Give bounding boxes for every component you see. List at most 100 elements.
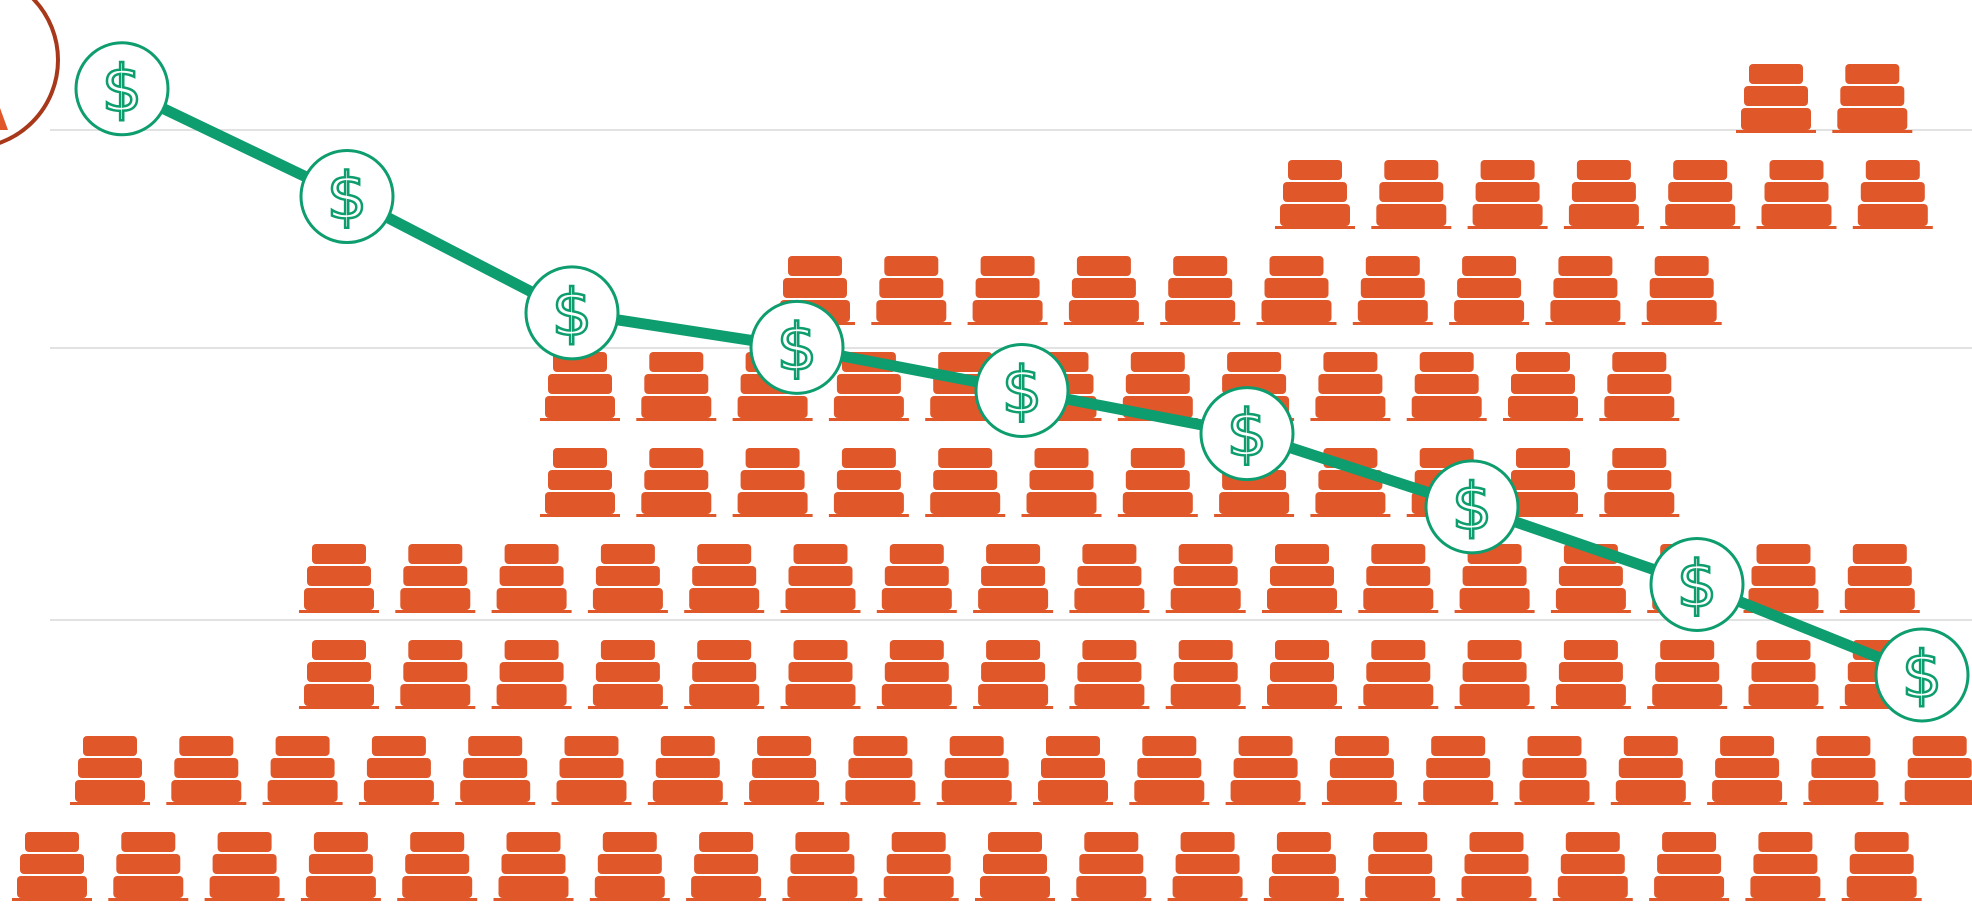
stacked-bar-icon [732, 448, 813, 517]
stacked-bar-icon [975, 832, 1055, 901]
stacked-icons [12, 64, 1972, 901]
stacked-bar-icon [1647, 640, 1728, 709]
dollar-coin-icon: $ [1424, 459, 1520, 555]
stacked-bar-icon [1071, 832, 1152, 901]
stacked-bar-icon [1839, 544, 1920, 613]
stacked-bar-icon [782, 832, 863, 901]
stacked-bar-icon [1545, 256, 1626, 325]
corner-badge-mark [0, 108, 8, 130]
dollar-coin-icon: $ [524, 265, 620, 361]
dollar-coin-icon: $ [299, 149, 395, 245]
dollar-coin-icon: $ [974, 342, 1070, 438]
stacked-bar-icon [1069, 640, 1150, 709]
stacked-bar-icon [70, 736, 150, 805]
stacked-bar-icon [1852, 160, 1933, 229]
stacked-bar-icon [1610, 736, 1691, 805]
stacked-bar-icon [262, 736, 343, 805]
stacked-bar-icon [1358, 640, 1439, 709]
svg-text:$: $ [777, 311, 818, 385]
stacked-bar-icon [299, 544, 379, 613]
svg-text:$: $ [1227, 398, 1268, 472]
stacked-bar-icon [1418, 736, 1499, 805]
stacked-bar-icon [780, 640, 861, 709]
stacked-bar-icon [204, 832, 285, 901]
stacked-bar-icon [1707, 736, 1788, 805]
stacked-bar-icon [358, 736, 439, 805]
svg-text:$: $ [327, 161, 368, 235]
stacked-bar-icon [540, 352, 620, 421]
stacked-bar-icon [1456, 832, 1537, 901]
stacked-bar-icon [395, 640, 476, 709]
stacked-bar-icon [299, 640, 379, 709]
stacked-bar-icon [1021, 448, 1102, 517]
svg-text:$: $ [1902, 639, 1943, 713]
stacked-bar-icon [455, 736, 536, 805]
stacked-bar-icon [878, 832, 959, 901]
stacked-bar-icon [1736, 64, 1816, 133]
stacked-bar-icon [925, 448, 1006, 517]
stacked-bar-icon [1514, 736, 1595, 805]
stacked-bar-icon [1743, 544, 1824, 613]
stacked-bar-icon [684, 544, 765, 613]
svg-text:$: $ [1452, 471, 1493, 545]
stacked-bar-icon [1160, 256, 1241, 325]
stacked-bar-icon [1660, 160, 1741, 229]
stacked-bar-icon [1454, 640, 1535, 709]
stacked-bar-icon [551, 736, 632, 805]
stacked-bar-icon [744, 736, 825, 805]
stacked-bar-icon [587, 544, 668, 613]
stacked-bar-icon [587, 640, 668, 709]
stacked-bar-icon [684, 640, 765, 709]
stacked-bar-icon [828, 448, 909, 517]
stacked-bar-icon [491, 544, 572, 613]
stacked-bar-icon [876, 640, 957, 709]
stacked-bar-icon [1841, 832, 1922, 901]
stacked-bar-icon [1165, 640, 1246, 709]
stacked-bar-icon [12, 832, 92, 901]
stacked-bar-icon [1033, 736, 1113, 805]
stacked-bar-icon [1649, 832, 1730, 901]
stacked-bar-icon [1069, 544, 1150, 613]
stacked-bar-icon [1263, 832, 1344, 901]
stacked-bar-icon [1745, 832, 1826, 901]
stacked-bar-icon [876, 544, 957, 613]
stacked-bar-icon [1225, 736, 1306, 805]
corner-badge-ring [0, 0, 60, 145]
stacked-bar-icon [1262, 544, 1342, 613]
stacked-bar-icon [1129, 736, 1210, 805]
stacked-bar-icon [1165, 544, 1246, 613]
stacked-bar-icon [589, 832, 670, 901]
stacked-bar-icon [1641, 256, 1722, 325]
dollar-coin-icon: $ [74, 41, 170, 137]
stacked-bar-icon [395, 544, 476, 613]
svg-text:$: $ [102, 53, 143, 127]
dollar-coin-icon: $ [749, 299, 845, 395]
stacked-bar-icon [1406, 352, 1487, 421]
stacked-bar-icon [1449, 256, 1530, 325]
stacked-bar-icon [1256, 256, 1337, 325]
stacked-bar-icon [1832, 64, 1913, 133]
stacked-bar-icon [636, 352, 717, 421]
stacked-bar-icon [1352, 256, 1433, 325]
stacked-bar-icon [1756, 160, 1837, 229]
stacked-bar-icon [1599, 352, 1680, 421]
dollar-coin-icon: $ [1199, 386, 1295, 482]
stacked-bar-icon [108, 832, 189, 901]
stacked-bar-icon [1803, 736, 1884, 805]
corner-badge [0, 0, 60, 145]
stacked-bar-icon [1550, 640, 1631, 709]
svg-text:$: $ [1002, 354, 1043, 428]
stacked-bar-icon [1454, 544, 1535, 613]
stacked-bar-icon [1552, 832, 1633, 901]
stacked-bar-icon [300, 832, 381, 901]
stacked-bar-icon [973, 544, 1054, 613]
stacked-bar-icon [1117, 448, 1198, 517]
stacked-bar-icon [780, 544, 861, 613]
stacked-bar-icon [1899, 736, 1972, 805]
stacked-bar-icon [1063, 256, 1144, 325]
stacked-bar-icon [840, 736, 921, 805]
stacked-bar-icon [540, 448, 620, 517]
stacked-bar-icon [397, 832, 478, 901]
stacked-bar-icon [493, 832, 574, 901]
